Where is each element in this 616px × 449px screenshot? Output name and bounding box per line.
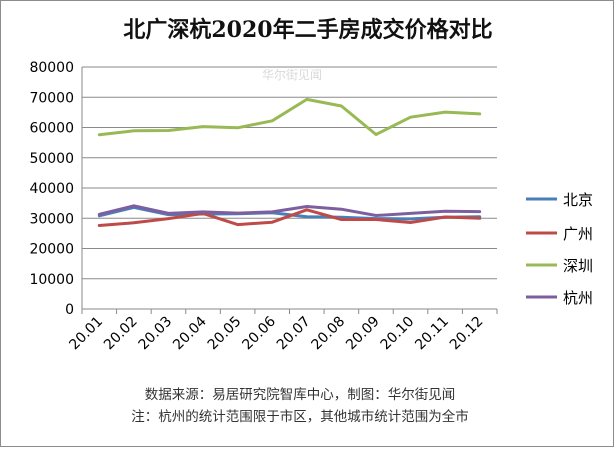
legend-label: 杭州 xyxy=(563,289,593,307)
watermark: 华尔街见闻 xyxy=(262,68,323,82)
x-tick-label: 20.07 xyxy=(274,314,314,354)
x-tick-label: 20.11 xyxy=(412,314,452,354)
legend-label: 北京 xyxy=(563,191,593,209)
series-line-3 xyxy=(97,97,482,137)
scope-note: 注：杭州的统计范围限于市区，其他城市统计范围为全市 xyxy=(131,409,469,425)
legend-label: 深圳 xyxy=(563,257,593,275)
chart-title: 北广深杭2020年二手房成交价格对比 xyxy=(123,17,493,43)
x-tick-label: 20.01 xyxy=(66,314,106,354)
x-tick-label: 20.05 xyxy=(205,314,245,354)
y-tick-label: 20000 xyxy=(29,242,74,258)
series-line-2 xyxy=(97,208,482,227)
y-tick-label: 10000 xyxy=(29,272,74,288)
x-tick-label: 20.09 xyxy=(343,314,383,354)
x-tick-label: 20.10 xyxy=(378,314,418,354)
legend-label: 广州 xyxy=(563,225,593,243)
x-tick-label: 20.12 xyxy=(447,314,487,354)
source-note: 数据来源：易居研究院智库中心，制图：华尔街见闻 xyxy=(144,387,456,403)
x-tick-label: 20.02 xyxy=(101,314,141,354)
y-tick-label: 30000 xyxy=(29,211,74,227)
y-tick-label: 60000 xyxy=(29,121,74,137)
y-tick-label: 50000 xyxy=(29,151,74,167)
x-tick-label: 20.08 xyxy=(309,314,349,354)
y-tick-label: 40000 xyxy=(29,181,74,197)
y-tick-label: 0 xyxy=(65,302,74,318)
x-tick-label: 20.03 xyxy=(136,314,176,354)
x-tick-label: 20.06 xyxy=(239,313,279,353)
y-tick-label: 70000 xyxy=(29,90,74,106)
x-tick-label: 20.04 xyxy=(170,313,210,353)
series-line-4 xyxy=(97,204,482,217)
y-tick-label: 80000 xyxy=(29,60,74,76)
